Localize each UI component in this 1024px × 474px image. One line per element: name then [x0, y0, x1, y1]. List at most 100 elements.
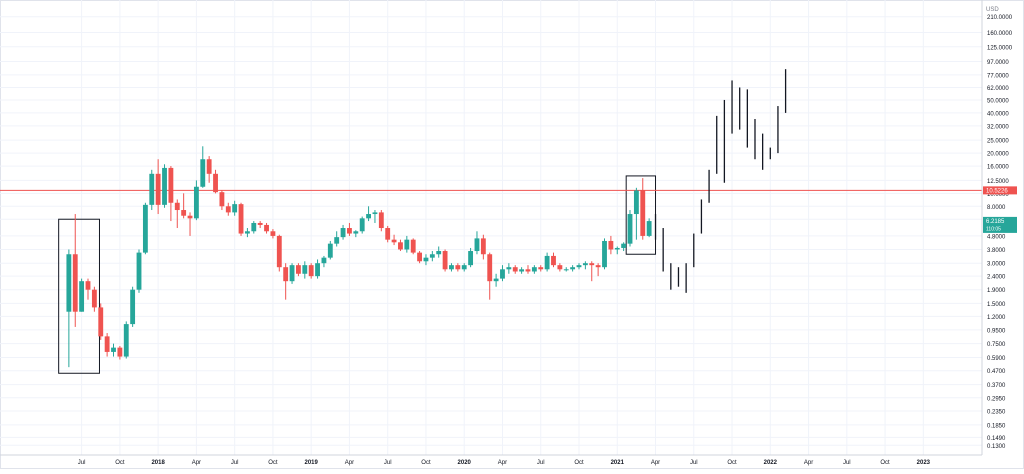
candle-up [334, 237, 340, 244]
candle-down [264, 224, 269, 232]
candle-down [270, 231, 276, 236]
candle-up [531, 267, 537, 272]
candle-down [98, 307, 104, 337]
candle-down [410, 239, 416, 253]
candle-up [582, 263, 588, 266]
candle-down [487, 254, 493, 282]
candle-up [123, 324, 129, 357]
price-tick-label: 10.0000 [987, 192, 1009, 198]
price-axis[interactable]: 210.0000 160.0000 125.0000 97.0000 77.0000 62… [987, 15, 1013, 450]
candle-down [206, 159, 212, 174]
candle-down [442, 251, 448, 270]
time-axis[interactable]: Jul Oct 2018 Apr Jul Oct 2019 Apr Jul Oct 2020 Apr J… [78, 460, 931, 466]
price-tick-label: 4.8000 [987, 234, 1006, 240]
last-price-tag [983, 216, 1017, 233]
time-tick-label: Jul [231, 460, 239, 466]
candle-up [646, 221, 652, 236]
price-tick-label: 8.0000 [987, 205, 1006, 211]
price-tick-label: 0.2950 [987, 396, 1006, 402]
candle-down [174, 202, 180, 211]
candle-up [372, 212, 378, 215]
candle-down [225, 206, 231, 213]
price-tick-label: 62.0000 [987, 86, 1009, 92]
time-tick-label: Jul [537, 460, 545, 466]
candle-up [429, 254, 435, 258]
candle-down [308, 265, 314, 277]
price-tick-label: 160.0000 [987, 31, 1013, 37]
time-tick-label: Oct [268, 460, 278, 466]
candle-down [640, 190, 646, 236]
price-tick-label: 40.0000 [987, 111, 1009, 117]
price-tick-label: 0.1850 [987, 423, 1006, 429]
projection-bars [654, 69, 787, 293]
candle-up [340, 228, 346, 238]
resistance-price-label: 10.5226 [986, 189, 1008, 195]
time-tick-label: 2021 [611, 460, 625, 466]
candle-up [493, 278, 499, 282]
time-tick-label: Oct [727, 460, 737, 466]
candle-up [627, 214, 633, 244]
currency-label: USD [986, 7, 999, 13]
candle-up [461, 265, 467, 270]
candle-up [468, 251, 474, 266]
candle-up [193, 186, 199, 219]
candle-down [538, 267, 544, 270]
time-tick-label: Jul [843, 460, 851, 466]
candle-down [219, 192, 225, 207]
candle-up [423, 257, 429, 262]
candle-down [213, 173, 218, 193]
candle-up [563, 269, 569, 271]
candle-up [602, 240, 607, 268]
price-tick-label: 1.5000 [987, 302, 1006, 308]
candle-down [595, 265, 601, 268]
candle-down [398, 242, 403, 250]
candle-up [633, 190, 639, 215]
price-tick-label: 77.0000 [987, 73, 1009, 79]
candle-up [200, 159, 206, 187]
candle-up [506, 267, 512, 270]
last-price-label: 6.2185 [986, 219, 1005, 225]
candle-down [283, 267, 289, 282]
price-tick-label: 12.5000 [987, 179, 1009, 185]
candle-up [79, 281, 85, 312]
candle-up [302, 265, 308, 274]
last-price-countdown: 110:05 [986, 226, 1001, 232]
candle-down [347, 228, 352, 234]
price-tick-label: 0.9500 [987, 328, 1006, 334]
candle-down [385, 228, 391, 240]
price-tick-label: 0.2350 [987, 409, 1006, 415]
time-tick-label: Apr [651, 460, 660, 466]
price-tick-label: 50.0000 [987, 98, 1009, 104]
candle-down [117, 347, 123, 357]
candle-up [289, 265, 295, 282]
candle-down [417, 252, 423, 262]
time-tick-label: 2019 [304, 460, 318, 466]
resistance-price-tag [983, 186, 1017, 195]
candle-up [576, 265, 582, 268]
price-tick-label: 25.0000 [987, 139, 1009, 145]
candle-up [404, 239, 410, 250]
candle-down [187, 215, 193, 219]
candle-up [500, 269, 505, 279]
candle-up [111, 347, 116, 352]
price-tick-label: 97.0000 [987, 60, 1009, 66]
candle-down [557, 265, 563, 270]
time-tick-label: Apr [804, 460, 813, 466]
price-tick-label: 16.0000 [987, 165, 1009, 171]
candle-up [436, 251, 442, 255]
candle-down [455, 265, 461, 270]
candle-up [315, 263, 320, 277]
time-tick-label: 2020 [458, 460, 472, 466]
price-tick-label: 1.2000 [987, 315, 1006, 321]
time-tick-label: Oct [574, 460, 584, 466]
time-tick-label: Apr [192, 460, 201, 466]
candle-up [162, 167, 167, 205]
time-tick-label: 2023 [917, 460, 931, 466]
candle-up [136, 252, 142, 290]
candle-up [244, 231, 250, 234]
candle-up [130, 289, 136, 325]
price-tick-label: 125.0000 [987, 45, 1013, 51]
